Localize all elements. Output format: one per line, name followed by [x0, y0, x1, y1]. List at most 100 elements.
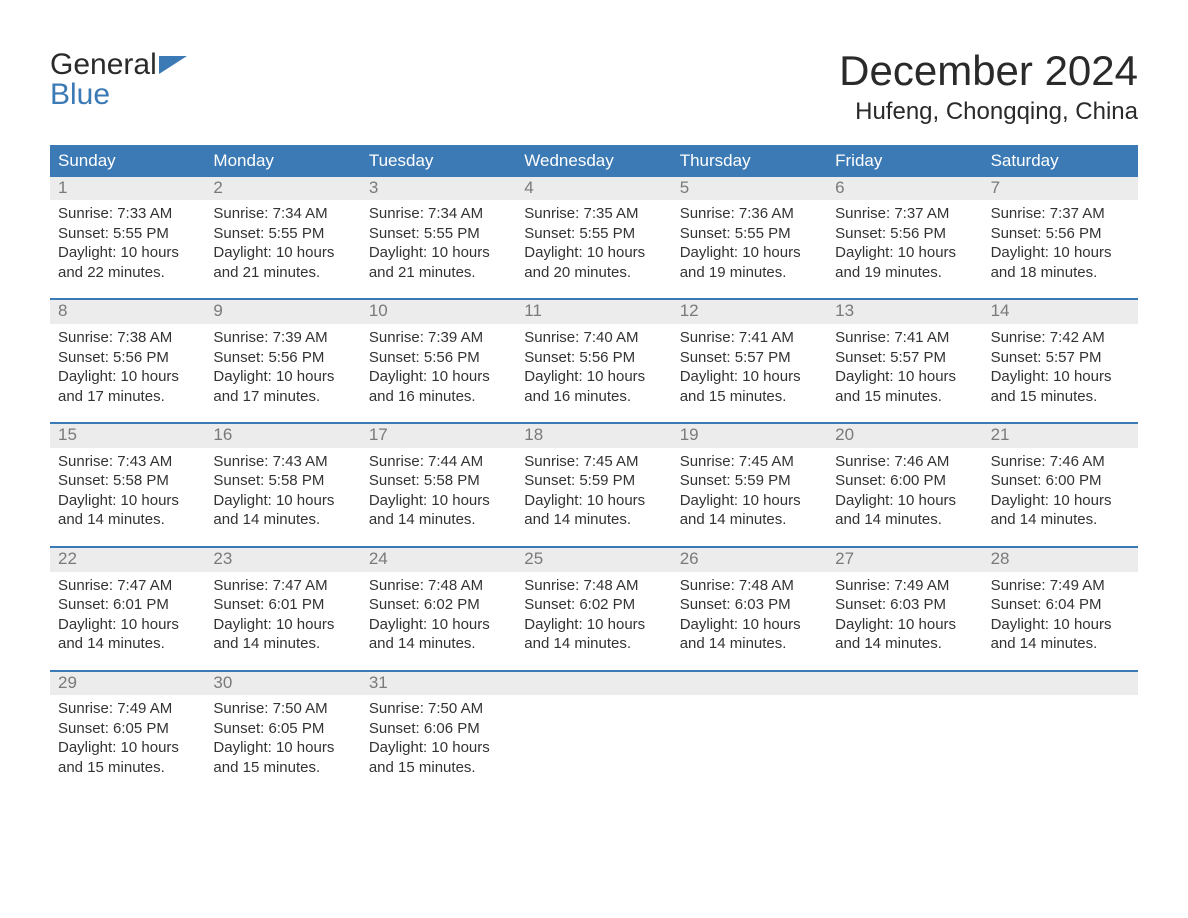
sunrise-line: Sunrise: 7:39 AM [213, 328, 352, 348]
calendar-day: 1Sunrise: 7:33 AMSunset: 5:55 PMDaylight… [50, 177, 205, 283]
daylight-line: and 14 minutes. [524, 510, 663, 530]
daylight-line: and 14 minutes. [58, 510, 197, 530]
calendar-day: 15Sunrise: 7:43 AMSunset: 5:58 PMDayligh… [50, 424, 205, 530]
daylight-line: Daylight: 10 hours [213, 615, 352, 635]
daylight-line: and 18 minutes. [991, 263, 1130, 283]
day-details: Sunrise: 7:39 AMSunset: 5:56 PMDaylight:… [205, 324, 360, 406]
calendar-day: 10Sunrise: 7:39 AMSunset: 5:56 PMDayligh… [361, 300, 516, 406]
calendar-body: 1Sunrise: 7:33 AMSunset: 5:55 PMDaylight… [50, 177, 1138, 777]
daylight-line: Daylight: 10 hours [835, 615, 974, 635]
daylight-line: Daylight: 10 hours [680, 491, 819, 511]
day-number: 23 [205, 548, 360, 572]
sunset-line: Sunset: 6:01 PM [213, 595, 352, 615]
sunrise-line: Sunrise: 7:39 AM [369, 328, 508, 348]
sunset-line: Sunset: 5:58 PM [369, 471, 508, 491]
sunrise-line: Sunrise: 7:35 AM [524, 204, 663, 224]
day-number: 11 [516, 300, 671, 324]
calendar-week: 15Sunrise: 7:43 AMSunset: 5:58 PMDayligh… [50, 422, 1138, 530]
sunrise-line: Sunrise: 7:41 AM [680, 328, 819, 348]
day-details: Sunrise: 7:45 AMSunset: 5:59 PMDaylight:… [672, 448, 827, 530]
sunrise-line: Sunrise: 7:47 AM [213, 576, 352, 596]
calendar-day: 11Sunrise: 7:40 AMSunset: 5:56 PMDayligh… [516, 300, 671, 406]
day-number [827, 672, 982, 696]
day-number: 15 [50, 424, 205, 448]
day-details: Sunrise: 7:45 AMSunset: 5:59 PMDaylight:… [516, 448, 671, 530]
calendar-day: 22Sunrise: 7:47 AMSunset: 6:01 PMDayligh… [50, 548, 205, 654]
day-number: 31 [361, 672, 516, 696]
day-number: 17 [361, 424, 516, 448]
sunset-line: Sunset: 5:55 PM [524, 224, 663, 244]
sunrise-line: Sunrise: 7:50 AM [369, 699, 508, 719]
sunrise-line: Sunrise: 7:40 AM [524, 328, 663, 348]
sunset-line: Sunset: 5:55 PM [213, 224, 352, 244]
daylight-line: Daylight: 10 hours [991, 367, 1130, 387]
logo-line1: General [50, 48, 157, 81]
calendar-week: 29 Sunrise: 7:49 AMSunset: 6:05 PM Dayligh… [50, 670, 1138, 778]
day-details: Sunrise: 7:48 AMSunset: 6:02 PMDaylight:… [516, 572, 671, 654]
day-number: 24 [361, 548, 516, 572]
calendar-day [983, 672, 1138, 778]
day-number: 8 [50, 300, 205, 324]
daylight-line: and 14 minutes. [369, 510, 508, 530]
day-details: Sunrise: 7:41 AMSunset: 5:57 PMDaylight:… [827, 324, 982, 406]
dow-tuesday: Tuesday [361, 145, 516, 177]
day-of-week-header: Sunday Monday Tuesday Wednesday Thursday… [50, 145, 1138, 177]
calendar-day: 3Sunrise: 7:34 AMSunset: 5:55 PMDaylight… [361, 177, 516, 283]
day-number: 26 [672, 548, 827, 572]
sunrise-line: Sunrise: 7:43 AM [213, 452, 352, 472]
daylight-line: Daylight: 10 hours [58, 615, 197, 635]
day-details: Sunrise: 7:34 AMSunset: 5:55 PMDaylight:… [205, 200, 360, 282]
daylight-line: Daylight: 10 hours [213, 738, 352, 758]
day-details: Sunrise: 7:39 AMSunset: 5:56 PMDaylight:… [361, 324, 516, 406]
daylight-line: and 17 minutes. [213, 387, 352, 407]
daylight-line: and 19 minutes. [680, 263, 819, 283]
dow-thursday: Thursday [672, 145, 827, 177]
sunset-line: Sunset: 6:01 PM [58, 595, 197, 615]
sunrise-line: Sunrise: 7:49 AM [835, 576, 974, 596]
calendar-day: 21Sunrise: 7:46 AMSunset: 6:00 PMDayligh… [983, 424, 1138, 530]
dow-sunday: Sunday [50, 145, 205, 177]
daylight-line: Daylight: 10 hours [213, 243, 352, 263]
sunset-line: Sunset: 5:59 PM [680, 471, 819, 491]
sunset-line: Sunset: 6:05 PM [58, 719, 197, 739]
calendar-week: 8Sunrise: 7:38 AMSunset: 5:56 PMDaylight… [50, 298, 1138, 406]
day-number: 29 [50, 672, 205, 696]
day-number: 30 [205, 672, 360, 696]
sunset-line: Sunset: 6:03 PM [835, 595, 974, 615]
calendar-week: 1Sunrise: 7:33 AMSunset: 5:55 PMDaylight… [50, 177, 1138, 283]
daylight-line: and 21 minutes. [213, 263, 352, 283]
calendar-day: 23Sunrise: 7:47 AMSunset: 6:01 PMDayligh… [205, 548, 360, 654]
location-title: Hufeng, Chongqing, China [839, 98, 1138, 127]
logo-line2: Blue [50, 78, 110, 111]
day-details: Sunrise: 7:47 AMSunset: 6:01 PMDaylight:… [205, 572, 360, 654]
sunset-line: Sunset: 5:56 PM [213, 348, 352, 368]
sunrise-line: Sunrise: 7:37 AM [835, 204, 974, 224]
sunrise-line: Sunrise: 7:49 AM [58, 699, 197, 719]
daylight-line: Daylight: 10 hours [680, 615, 819, 635]
sunrise-line: Sunrise: 7:48 AM [524, 576, 663, 596]
daylight-line: Daylight: 10 hours [991, 615, 1130, 635]
day-number: 12 [672, 300, 827, 324]
calendar-day: 5Sunrise: 7:36 AMSunset: 5:55 PMDaylight… [672, 177, 827, 283]
sunset-line: Sunset: 6:03 PM [680, 595, 819, 615]
daylight-line: Daylight: 10 hours [991, 491, 1130, 511]
daylight-line: Daylight: 10 hours [524, 367, 663, 387]
sunrise-line: Sunrise: 7:34 AM [369, 204, 508, 224]
daylight-line: Daylight: 10 hours [835, 367, 974, 387]
sunset-line: Sunset: 6:04 PM [991, 595, 1130, 615]
sunset-line: Sunset: 5:56 PM [58, 348, 197, 368]
day-number: 5 [672, 177, 827, 201]
day-number: 10 [361, 300, 516, 324]
sunset-line: Sunset: 5:55 PM [369, 224, 508, 244]
daylight-line: and 14 minutes. [835, 634, 974, 654]
daylight-line: Daylight: 10 hours [680, 367, 819, 387]
daylight-line: Daylight: 10 hours [524, 243, 663, 263]
daylight-line: and 22 minutes. [58, 263, 197, 283]
sunset-line: Sunset: 5:57 PM [835, 348, 974, 368]
day-details: Sunrise: 7:43 AMSunset: 5:58 PMDaylight:… [50, 448, 205, 530]
sunset-line: Sunset: 5:56 PM [369, 348, 508, 368]
daylight-line: and 15 minutes. [369, 758, 508, 778]
day-details: Sunrise: 7:47 AMSunset: 6:01 PMDaylight:… [50, 572, 205, 654]
calendar-day: 14Sunrise: 7:42 AMSunset: 5:57 PMDayligh… [983, 300, 1138, 406]
day-number: 2 [205, 177, 360, 201]
